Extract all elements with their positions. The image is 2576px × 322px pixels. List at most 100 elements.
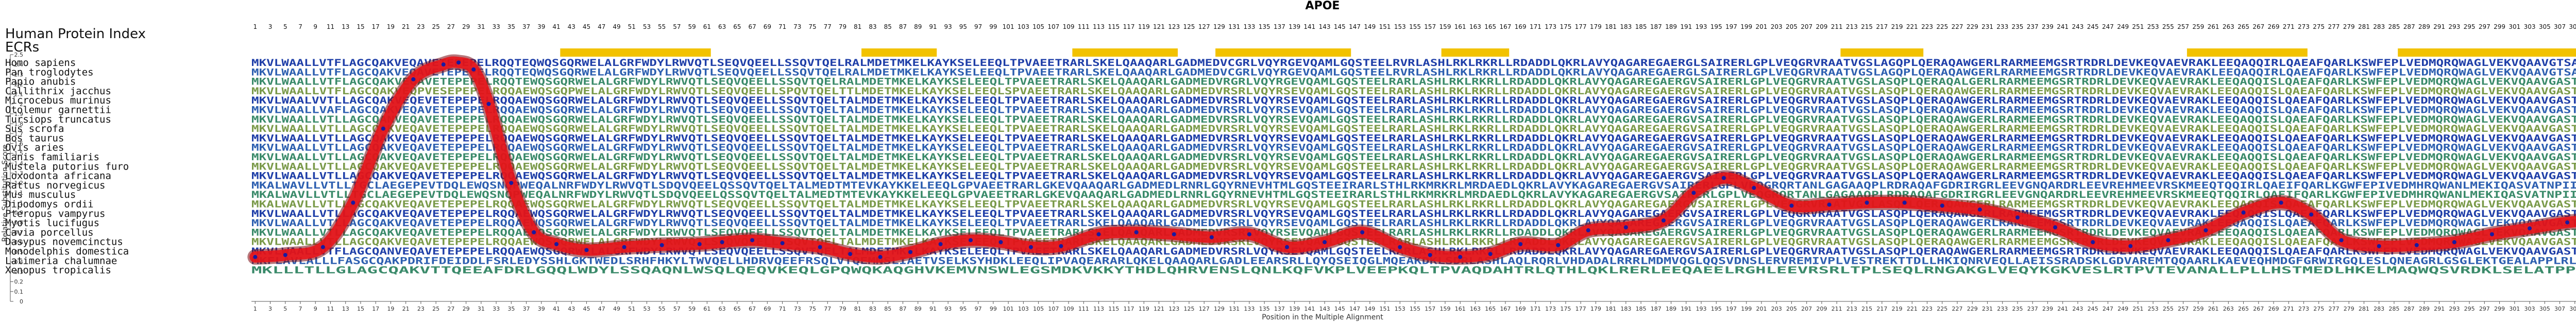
series-point	[1096, 232, 1101, 236]
y-tick-label: 0.2	[14, 279, 24, 285]
series-point	[1360, 230, 1365, 234]
human-index-number: 103	[1018, 23, 1029, 30]
human-index-number: 301	[2509, 23, 2520, 30]
x-tick-label: 57	[673, 306, 681, 312]
human-index-number: 211	[1831, 23, 1843, 30]
ecr-region	[560, 48, 711, 57]
human-protein-index-title: Human Protein Index	[5, 26, 146, 42]
x-tick-label: 111	[1078, 306, 1089, 312]
x-tick-label: 145	[1334, 306, 1345, 312]
x-tick-label: 69	[764, 306, 771, 312]
human-index-number: 217	[1876, 23, 1888, 30]
human-index-number: 61	[703, 23, 711, 30]
human-index-number: 19	[387, 23, 395, 30]
species-sequence: MKVLWAALVVTLLAGCQAKVEQEVETEPEPELRQQAEWQS…	[251, 95, 2576, 106]
human-index-number: 191	[1680, 23, 1692, 30]
human-index-number: 119	[1138, 23, 1150, 30]
y-tick-label: 1.3	[14, 170, 24, 177]
x-tick-label: 87	[899, 306, 906, 312]
species-name: Tursiops truncatus	[5, 114, 111, 125]
human-index-number: 67	[748, 23, 756, 30]
human-index-number: 229	[1967, 23, 1978, 30]
human-index-number: 221	[1906, 23, 1918, 30]
human-index-number: 173	[1545, 23, 1556, 30]
x-tick-label: 81	[854, 306, 861, 312]
species-sequence: MKVLWAALLVTFLAGCQAKVEQAVETEPEPELRQQTEQWQ…	[251, 57, 2576, 69]
series-point	[411, 77, 416, 81]
human-index-number: 17	[372, 23, 380, 30]
human-index-number: 145	[1334, 23, 1346, 30]
species-sequence: MKLLLTLLGLAGCQAKVTTQEEAFDRLGQQLWDYLSSQAQ…	[251, 265, 2576, 276]
human-index-number: 225	[1936, 23, 1948, 30]
x-tick-label: 37	[523, 306, 530, 312]
x-tick-label: 173	[1545, 306, 1556, 312]
y-tick-label: 2.5	[14, 52, 24, 58]
x-tick-label: 245	[2088, 306, 2098, 312]
x-tick-label: 255	[2163, 306, 2174, 312]
series-point	[2241, 210, 2246, 215]
human-index-number: 161	[1454, 23, 1466, 30]
human-index-number: 213	[1846, 23, 1858, 30]
human-index-number: 235	[2012, 23, 2024, 30]
human-index-number: 41	[552, 23, 560, 30]
human-index-number: 271	[2283, 23, 2295, 30]
series-point	[532, 230, 536, 234]
human-index-number: 279	[2343, 23, 2355, 30]
x-tick-label: 99	[990, 306, 997, 312]
human-index-number: 39	[537, 23, 545, 30]
species-name: Homo sapiens	[5, 57, 76, 69]
human-index-number: 57	[673, 23, 681, 30]
x-tick-label: 5	[283, 306, 287, 312]
x-tick-label: 253	[2148, 306, 2159, 312]
human-protein-index-header: Human Protein Index ECRs 1 3 5 7 9 11 13 15 17 19…	[5, 23, 2576, 55]
species-sequence: MKVLWAALLVAFLAGCQAKVEQAVETEPEPELRQQAEWQS…	[251, 105, 2576, 116]
x-tick-label: 297	[2479, 306, 2490, 312]
species-name: Mustela putorius furo	[5, 161, 129, 172]
human-index-number: 23	[417, 23, 425, 30]
series-point	[1285, 245, 1290, 249]
human-index-number: 241	[2057, 23, 2069, 30]
species-name: Otolemur garnettii	[5, 105, 111, 116]
human-index-number: 75	[808, 23, 816, 30]
human-index-number: 73	[793, 23, 801, 30]
human-index-number: 159	[1439, 23, 1451, 30]
ecr-region	[861, 48, 937, 57]
human-index-number: 71	[778, 23, 786, 30]
species-name: Canis familiaris	[5, 151, 99, 163]
x-tick-label: 155	[1410, 306, 1420, 312]
human-index-number: 291	[2433, 23, 2445, 30]
series-point	[878, 255, 883, 259]
x-tick-label: 191	[1681, 306, 1691, 312]
human-index-number: 127	[1198, 23, 1210, 30]
x-tick-label: 115	[1108, 306, 1119, 312]
x-tick-label: 281	[2359, 306, 2369, 312]
human-index-number: 11	[327, 23, 334, 30]
x-tick-label: 295	[2464, 306, 2475, 312]
y-tick-label: 1.2	[14, 180, 24, 187]
x-tick-label: 301	[2509, 306, 2520, 312]
series-point	[509, 181, 514, 185]
human-index-number: 5	[283, 23, 287, 30]
x-tick-label: 225	[1937, 306, 1947, 312]
human-index-number: 305	[2539, 23, 2551, 30]
x-tick-label: 113	[1093, 306, 1104, 312]
x-tick-label: 195	[1711, 306, 1722, 312]
human-index-number: 31	[477, 23, 485, 30]
species-sequence: MKALWAVLLVTLLTGCLAEGEPEVTDQLEWQSNQPWEQAL…	[251, 180, 2576, 191]
human-index-number: 189	[1665, 23, 1677, 30]
human-index-number: 287	[2403, 23, 2415, 30]
human-index-number: 187	[1650, 23, 1662, 30]
species-name: Callithrix jacchus	[5, 86, 111, 97]
series-point	[2565, 220, 2570, 225]
series-point	[1518, 242, 1523, 246]
y-tick-label: 0.9	[14, 210, 24, 216]
human-index-number: 99	[989, 23, 997, 30]
x-tick-label: 59	[688, 306, 696, 312]
human-index-number: 283	[2373, 23, 2385, 30]
x-tick-label: 231	[1982, 306, 1993, 312]
x-tick-label: 275	[2313, 306, 2324, 312]
series-point	[938, 242, 943, 246]
x-tick-label: 71	[779, 306, 786, 312]
series-point	[750, 238, 755, 243]
